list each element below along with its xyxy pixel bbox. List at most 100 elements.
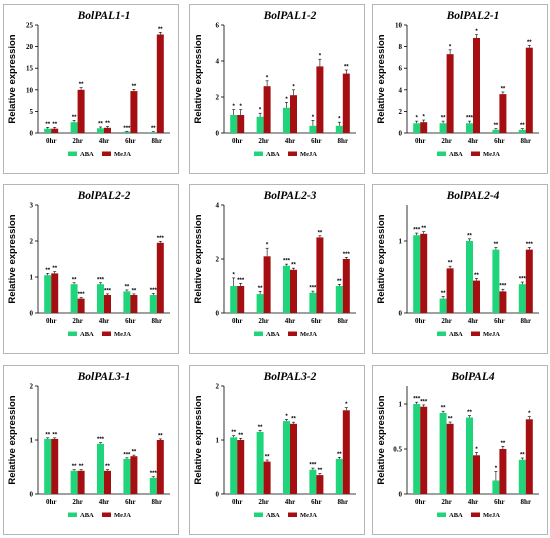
legend-swatch-aba — [68, 151, 77, 156]
significance-label: * — [528, 411, 531, 417]
y-tick-label: 2 — [30, 238, 34, 246]
x-tick-label: 2hr — [72, 137, 83, 145]
significance-label: ** — [158, 433, 163, 439]
significance-label: * — [449, 44, 452, 50]
legend-label: MeJA — [300, 331, 317, 338]
y-axis-label: Relative expression — [7, 34, 18, 123]
bar-aba — [335, 458, 343, 494]
chart-panel: BolPAL3-2 Relative expression 0 1 2 ** ** 0hr **… — [189, 365, 365, 535]
bar-aba — [439, 413, 447, 494]
y-tick-label: 2 — [399, 108, 403, 116]
significance-label: *** — [123, 452, 131, 458]
bar-aba — [256, 116, 264, 133]
significance-label: * — [233, 272, 236, 278]
bar-meja — [51, 128, 59, 133]
significance-label: * — [495, 466, 498, 472]
significance-label: ** — [520, 123, 525, 129]
significance-label: ** — [72, 115, 77, 121]
legend-swatch-meja — [288, 151, 297, 156]
bar-aba — [466, 241, 473, 313]
legend-swatch-meja — [288, 331, 297, 336]
significance-label: *** — [420, 399, 428, 405]
chart-title: BolPAL2-4 — [446, 190, 500, 202]
significance-label: ** — [231, 430, 236, 436]
bar-meja — [130, 295, 138, 313]
x-tick-label: 0hr — [415, 317, 426, 325]
y-axis-label: Relative expression — [376, 34, 387, 123]
significance-label: ** — [527, 40, 532, 46]
legend-label: MeJA — [483, 512, 500, 519]
bar-aba — [230, 437, 238, 494]
legend-swatch-aba — [254, 512, 263, 517]
y-tick-label: 2 — [216, 94, 220, 102]
chart-panel: BolPAL2-3 Relative expression 0 2 4 * *** 0hr **… — [189, 184, 365, 354]
x-tick-label: 4hr — [468, 137, 479, 145]
bar-meja — [420, 233, 428, 313]
x-tick-label: 4hr — [285, 137, 296, 145]
significance-label: ** — [105, 464, 110, 470]
significance-label: *** — [309, 286, 317, 292]
significance-label: ** — [441, 291, 446, 297]
bar-aba — [97, 443, 104, 494]
x-tick-label: 6hr — [494, 498, 505, 506]
bar-meja — [51, 438, 59, 494]
significance-label: ** — [72, 277, 77, 283]
y-tick-label: 8 — [399, 43, 403, 51]
significance-label: ** — [291, 263, 296, 269]
bar-aba — [492, 480, 500, 494]
bar-meja — [473, 280, 480, 313]
x-tick-label: 6hr — [311, 317, 322, 325]
significance-label: ** — [467, 233, 472, 239]
significance-label: ** — [474, 273, 479, 279]
significance-label: * — [240, 104, 243, 110]
bar-aba — [70, 470, 78, 494]
bar-meja — [237, 115, 245, 133]
bar-meja — [130, 91, 138, 133]
y-tick-label: 15 — [26, 65, 34, 73]
significance-label: ** — [501, 86, 506, 92]
legend-label: MeJA — [483, 331, 500, 338]
x-tick-label: 8hr — [152, 317, 163, 325]
y-tick-label: 3 — [30, 202, 34, 210]
legend-label: MeJA — [300, 151, 317, 158]
bar-meja — [130, 456, 138, 494]
legend-label: MeJA — [114, 331, 131, 338]
legend-swatch-meja — [288, 512, 297, 517]
significance-label: ** — [520, 453, 525, 459]
legend-swatch-aba — [254, 331, 263, 336]
significance-label: ** — [132, 288, 137, 294]
legend-swatch-meja — [102, 151, 111, 156]
x-tick-label: 2hr — [258, 498, 269, 506]
x-tick-label: 0hr — [232, 137, 243, 145]
significance-label: *** — [157, 236, 165, 242]
significance-label: * — [345, 402, 348, 408]
legend-swatch-aba — [68, 331, 77, 336]
bar-aba — [335, 286, 343, 313]
significance-label: ** — [132, 84, 137, 90]
y-tick-label: 1 — [399, 238, 403, 246]
bar-aba — [230, 115, 238, 133]
bar-aba — [518, 284, 526, 313]
significance-label: ** — [291, 417, 296, 423]
y-tick-label: 0 — [30, 310, 34, 318]
significance-label: *** — [343, 252, 351, 258]
bar-aba — [70, 122, 78, 133]
legend-swatch-aba — [437, 512, 446, 517]
bar-aba — [413, 123, 421, 133]
x-tick-label: 6hr — [125, 137, 136, 145]
bar-meja — [77, 470, 85, 494]
chart-panel: BolPAL4 Relative expression 0 0.5 1 *** *** 0hr… — [372, 365, 548, 535]
y-tick-label: 0 — [399, 491, 403, 499]
bar-meja — [77, 298, 85, 313]
significance-label: ** — [45, 268, 50, 274]
bar-aba — [466, 417, 473, 494]
x-tick-label: 8hr — [338, 137, 349, 145]
bar-aba — [230, 286, 238, 313]
significance-label: * — [416, 116, 419, 122]
bar-meja — [525, 419, 533, 494]
bar-aba — [123, 458, 131, 494]
significance-label: ** — [132, 450, 137, 456]
bar-meja — [420, 406, 428, 494]
y-tick-label: 0 — [216, 310, 220, 318]
